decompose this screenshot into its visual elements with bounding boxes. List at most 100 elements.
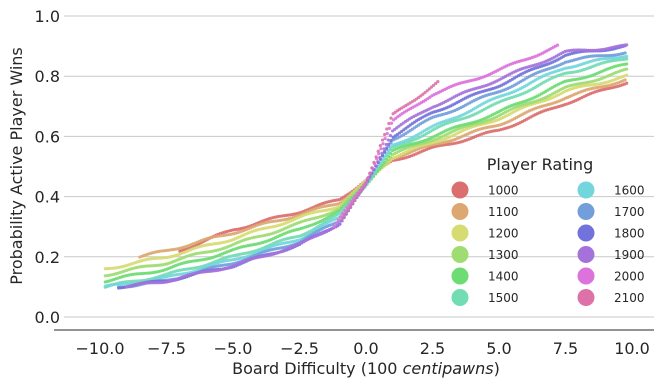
legend-label: 1800 <box>614 227 645 241</box>
data-point <box>625 57 629 61</box>
data-point <box>332 225 336 229</box>
data-point <box>378 155 382 160</box>
data-point <box>378 144 382 148</box>
data-point <box>388 133 393 138</box>
data-point <box>374 155 378 159</box>
data-point <box>357 192 361 196</box>
series-points <box>103 43 629 290</box>
data-point <box>359 188 363 192</box>
legend-item-1800: 1800 <box>577 224 645 242</box>
legend-swatch <box>451 246 469 263</box>
data-point <box>387 121 391 126</box>
legend-item-1700: 1700 <box>577 203 645 220</box>
legend-item-1600: 1600 <box>577 181 645 199</box>
legend-swatch <box>577 289 595 306</box>
legend-swatch <box>577 203 595 220</box>
x-axis-label: Board Difficulty (100 centipawns) <box>232 359 500 378</box>
legend-label: 1300 <box>488 248 519 262</box>
data-point <box>340 212 345 216</box>
y-tick-label: 0.8 <box>35 67 60 86</box>
legend-label: 1500 <box>488 291 519 305</box>
x-tick-label: 10.0 <box>614 339 650 358</box>
data-point <box>372 160 376 164</box>
y-tick-label: 0.0 <box>35 308 60 327</box>
data-point <box>431 83 436 87</box>
legend-label: 1900 <box>614 248 645 262</box>
x-axis-ticks: −10.0 −7.5 −5.0 −2.5 0.0 2.5 5.0 7.5 10.0 <box>75 339 649 358</box>
data-point <box>434 81 438 86</box>
legend-item-1500: 1500 <box>451 289 519 306</box>
data-point <box>385 131 389 136</box>
data-point <box>368 171 372 175</box>
legend-item-1200: 1200 <box>451 224 519 242</box>
data-point <box>436 80 440 84</box>
data-point <box>555 43 560 47</box>
y-tick-label: 1.0 <box>35 7 60 26</box>
data-point <box>377 152 381 156</box>
data-point <box>625 43 629 47</box>
x-tick-label: 5.0 <box>486 339 511 358</box>
legend-label: 2100 <box>614 291 645 305</box>
x-tick-label: −7.5 <box>147 339 186 358</box>
legend-label: 1100 <box>488 205 519 219</box>
legend-swatch <box>451 267 469 285</box>
data-point <box>625 67 629 71</box>
data-point <box>361 185 365 189</box>
x-tick-label: −2.5 <box>280 339 319 358</box>
y-axis-label: Probability Active Player Wins <box>7 47 26 285</box>
data-point <box>342 214 346 218</box>
legend-label: 1400 <box>488 270 519 284</box>
data-point <box>337 222 341 226</box>
data-point <box>383 150 387 154</box>
legend-item-1100: 1100 <box>451 203 519 220</box>
data-point <box>346 208 351 212</box>
data-point <box>381 142 385 146</box>
series-1400 <box>103 62 629 284</box>
data-point <box>355 195 359 199</box>
x-tick-label: 0.0 <box>353 339 378 358</box>
legend-swatch <box>451 203 469 220</box>
data-point <box>370 166 374 170</box>
y-tick-label: 0.4 <box>35 188 60 207</box>
data-point <box>389 138 393 143</box>
data-point <box>385 127 389 131</box>
legend-items: 1000 1100 1200 1300 1400 1500 1600 1700 1800 1900… <box>451 181 645 306</box>
legend-swatch <box>577 181 595 199</box>
data-point <box>623 51 627 55</box>
data-point <box>386 138 390 142</box>
legend-swatch <box>577 224 595 242</box>
data-point <box>366 177 370 181</box>
data-point <box>376 160 380 164</box>
data-point <box>340 217 344 222</box>
data-point <box>376 149 380 153</box>
data-point <box>353 198 357 202</box>
x-tick-label: 2.5 <box>420 339 445 358</box>
data-point <box>343 208 347 213</box>
data-point <box>389 121 394 125</box>
data-point <box>334 221 338 225</box>
data-point <box>623 78 627 82</box>
data-point <box>625 54 629 58</box>
data-point <box>345 205 349 210</box>
series-1900 <box>125 43 629 289</box>
legend-label: 1000 <box>488 184 519 198</box>
data-point <box>380 151 384 155</box>
data-point <box>363 182 368 186</box>
data-point <box>625 73 629 77</box>
x-tick-label: −10.0 <box>75 339 124 358</box>
series-2100 <box>340 80 440 222</box>
data-point <box>383 132 387 137</box>
legend-label: 2000 <box>614 270 645 284</box>
legend-item-1900: 1900 <box>577 246 645 263</box>
data-point <box>384 142 388 147</box>
legend-item-2100: 2100 <box>577 289 645 306</box>
x-tick-label: −5.0 <box>214 339 253 358</box>
data-point <box>351 201 355 205</box>
series-2000 <box>332 43 560 229</box>
legend-item-2000: 2000 <box>577 267 645 285</box>
data-point <box>380 138 385 142</box>
legend-label: 1200 <box>488 227 519 241</box>
legend-item-1300: 1300 <box>451 246 519 263</box>
legend-item-1000: 1000 <box>451 181 519 199</box>
